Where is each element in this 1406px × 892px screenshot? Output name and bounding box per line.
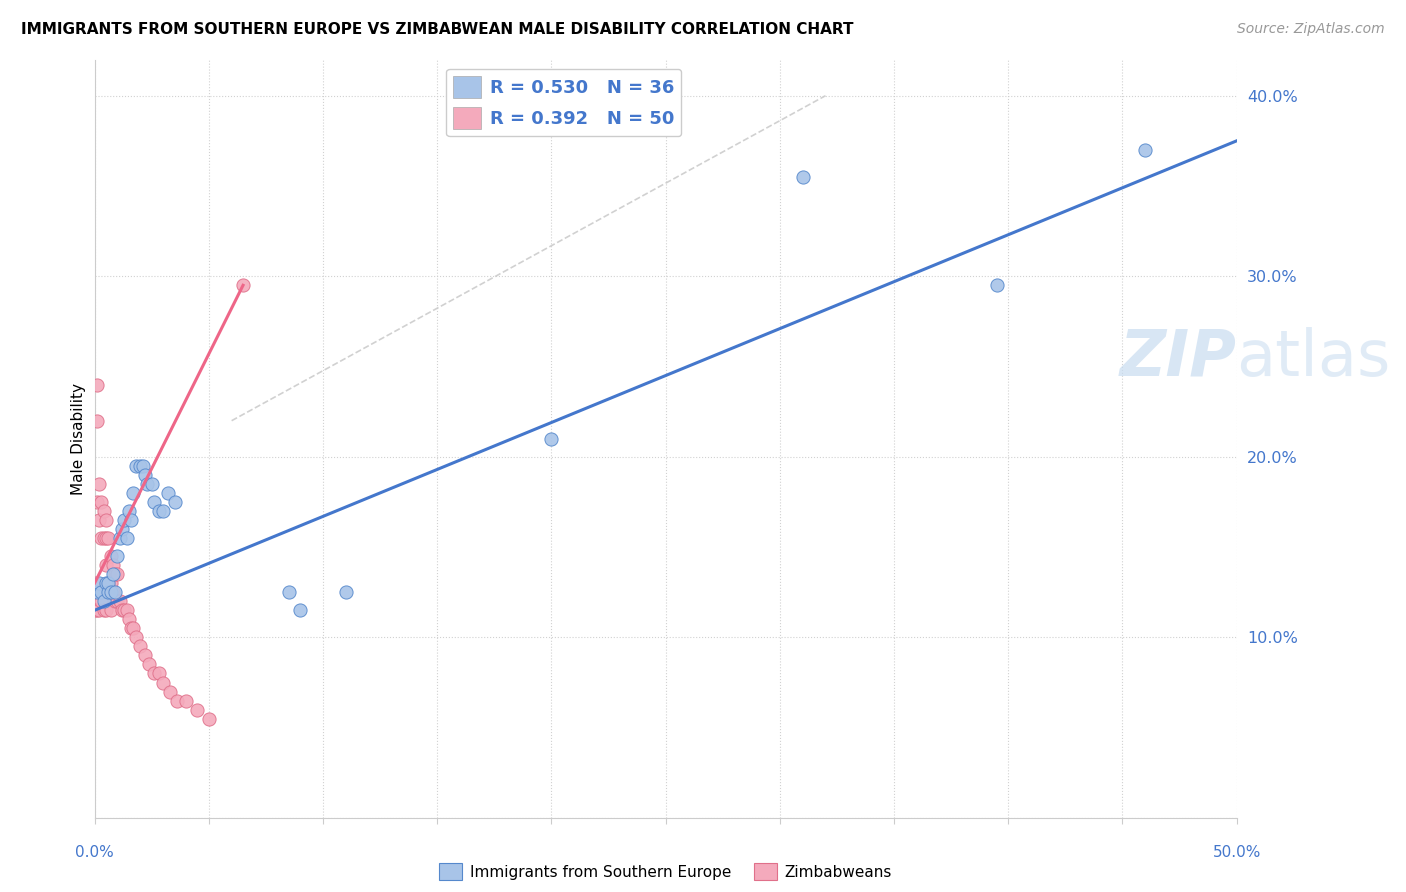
Point [94,603,117,617]
Point [131,458,153,473]
Point [104,567,127,582]
Point [112,513,135,527]
Point [100,603,122,617]
Point [288,603,311,617]
Point [186,703,208,717]
Point [148,666,170,681]
Point [118,612,141,626]
Point [152,504,174,518]
Point [792,169,814,184]
Point [100,576,122,591]
Point [100,585,122,599]
Point [159,684,181,698]
Point [134,648,156,663]
Point [97,585,120,599]
Point [134,467,156,482]
Point [90,594,112,608]
Point [115,603,138,617]
Point [335,585,357,599]
Point [97,531,120,545]
Point [540,432,562,446]
Point [86,585,108,599]
Point [174,693,197,707]
Point [122,486,145,500]
Point [129,458,152,473]
Point [97,576,120,591]
Point [90,495,112,509]
Point [89,603,111,617]
Point [89,513,111,527]
Text: IMMIGRANTS FROM SOUTHERN EUROPE VS ZIMBABWEAN MALE DISABILITY CORRELATION CHART: IMMIGRANTS FROM SOUTHERN EUROPE VS ZIMBA… [21,22,853,37]
Point [90,531,112,545]
Y-axis label: Male Disability: Male Disability [72,383,86,495]
Point [108,594,131,608]
Point [86,603,108,617]
Point [118,504,141,518]
Point [86,495,108,509]
Point [143,666,166,681]
Point [112,603,135,617]
Text: 50.0%: 50.0% [1212,845,1261,860]
Point [136,476,159,491]
Point [101,558,124,573]
Text: atlas: atlas [1237,326,1391,389]
Point [83,603,105,617]
Point [111,603,134,617]
Point [86,377,108,392]
Text: 0.0%: 0.0% [75,845,114,860]
Point [93,504,115,518]
Point [166,693,188,707]
Text: Source: ZipAtlas.com: Source: ZipAtlas.com [1237,22,1385,37]
Point [148,504,170,518]
Point [125,458,148,473]
Point [986,278,1008,293]
Point [232,278,254,293]
Point [97,576,120,591]
Point [122,621,145,635]
Point [101,567,124,582]
Point [197,712,219,726]
Point [107,549,129,563]
Point [89,576,111,591]
Point [104,585,127,599]
Point [83,576,105,591]
Point [93,603,115,617]
Point [89,476,111,491]
Point [107,594,129,608]
Point [125,631,148,645]
Point [94,531,117,545]
Point [94,558,117,573]
Point [120,621,142,635]
Point [156,486,179,500]
Point [141,476,163,491]
Legend: R = 0.530   N = 36, R = 0.392   N = 50: R = 0.530 N = 36, R = 0.392 N = 50 [446,69,681,136]
Point [129,640,152,654]
Point [101,585,124,599]
Point [277,585,299,599]
Point [1135,143,1157,157]
Point [104,594,127,608]
Point [115,531,138,545]
Point [100,549,122,563]
Point [86,414,108,428]
Point [107,567,129,582]
Point [94,576,117,591]
Point [90,585,112,599]
Text: ZIP: ZIP [1119,326,1237,389]
Point [152,675,174,690]
Point [93,531,115,545]
Point [163,495,186,509]
Point [94,513,117,527]
Point [138,657,160,672]
Point [108,531,131,545]
Point [143,495,166,509]
Point [120,513,142,527]
Point [111,522,134,536]
Point [93,594,115,608]
